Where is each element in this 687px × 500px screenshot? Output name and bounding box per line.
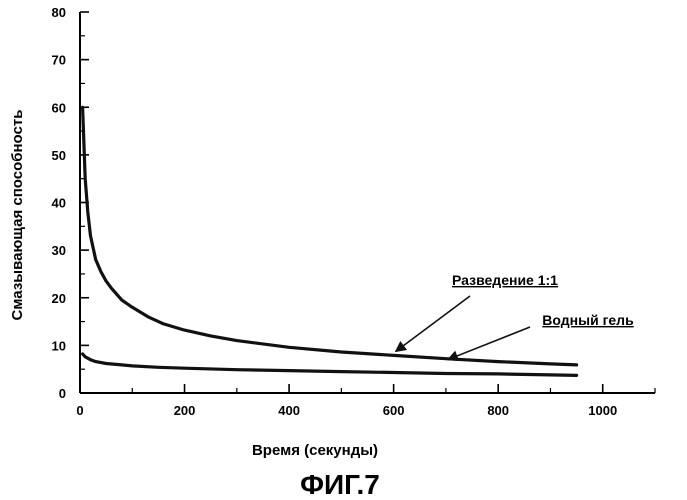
y-axis-label: Смазывающая способность [9,110,26,321]
chart-series [80,105,579,377]
y-tick-label: 80 [52,5,66,20]
y-tick-label: 10 [52,338,66,353]
y-tick-label: 30 [52,243,66,258]
annotation-label-0: Разведение 1:1 [452,272,558,288]
x-tick-label: 800 [487,403,509,418]
x-tick-label: 600 [383,403,405,418]
y-tick-label: 40 [52,196,66,211]
x-tick-label: 400 [278,403,300,418]
y-tick-label: 50 [52,148,66,163]
annotation-label-1: Водный гель [542,312,634,328]
y-tick-label: 0 [59,386,66,401]
series-line-1 [80,352,579,377]
x-tick-label: 200 [174,403,196,418]
y-tick-label: 20 [52,291,66,306]
x-tick-label: 1000 [588,403,617,418]
y-tick-label: 70 [52,53,66,68]
annotation-arrow-0 [394,295,471,353]
figure-caption: ФИГ.7 [300,469,380,500]
chart-axes [79,12,655,394]
y-tick-label: 60 [52,100,66,115]
annotation-arrow-1 [446,326,531,362]
chart-annotations: Разведение 1:1 Водный гель [394,272,634,362]
x-tick-label: 0 [76,403,83,418]
x-axis-label: Время (секунды) [252,442,378,459]
series-line-0 [80,105,579,367]
